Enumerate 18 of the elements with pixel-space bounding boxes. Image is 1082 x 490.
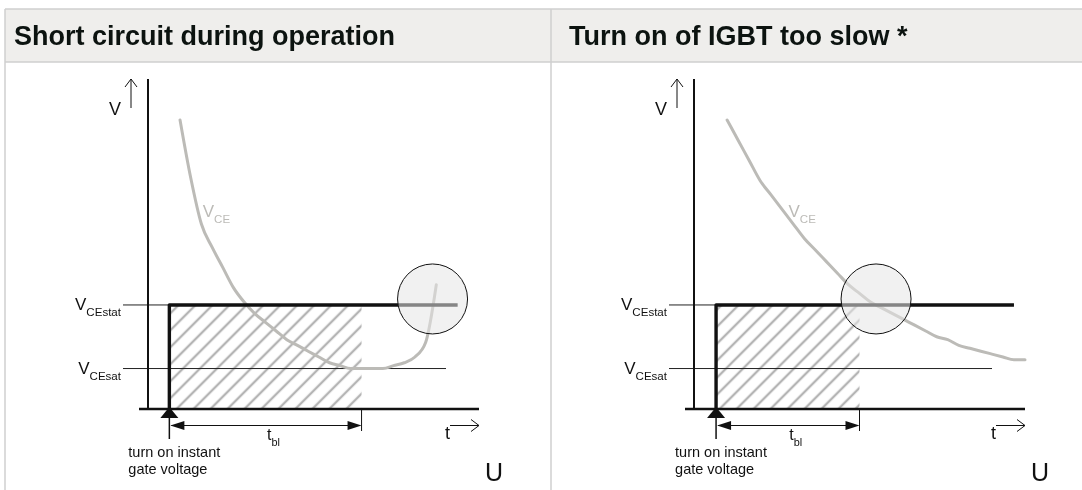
text: U <box>1031 458 1050 486</box>
x-axis-title: t <box>991 423 997 443</box>
ref-line-label: V$_{CEsat}$ <box>78 358 122 382</box>
y-axis-title: V <box>109 99 122 119</box>
ref-line-label: V$_{CEsat}$ <box>624 358 668 382</box>
text: turn on instant gate voltage <box>675 444 767 478</box>
chart-title: Turn on of IGBT too slow * <box>569 21 908 51</box>
x-axis-title: t <box>445 423 451 443</box>
text: t$_{bl}$ <box>266 426 280 448</box>
chart-title: Short circuit during operation <box>14 21 396 51</box>
text: U <box>485 458 504 486</box>
ref-line-label: V$_{CEstat}$ <box>75 294 122 318</box>
text: t$_{bl}$ <box>789 426 803 448</box>
text: turn on instant gate voltage <box>128 444 221 478</box>
ref-line-label: V$_{CEstat}$ <box>621 294 668 318</box>
series-label: V$_{CE}$ <box>202 202 231 226</box>
series-label: V$_{CE}$ <box>788 202 817 226</box>
y-axis-title: V <box>655 99 668 119</box>
